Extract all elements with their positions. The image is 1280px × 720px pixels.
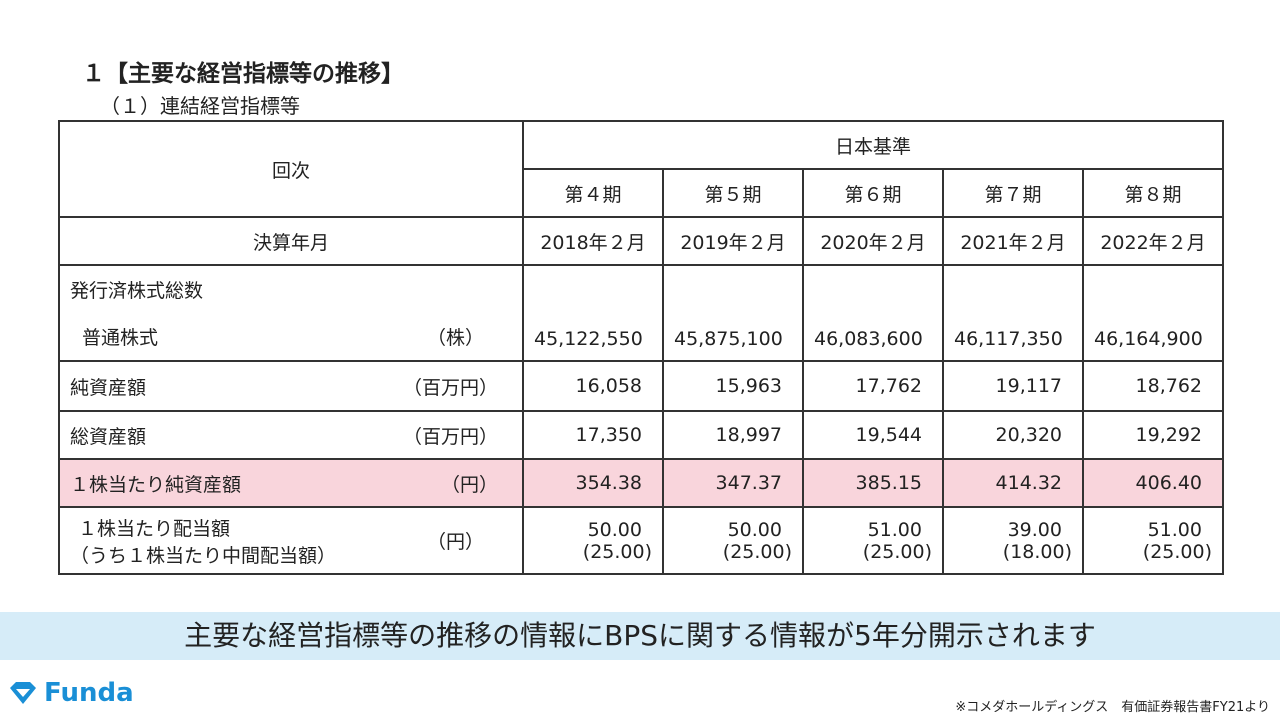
row-label: 決算年月 xyxy=(58,216,524,266)
value: 18,762 xyxy=(1082,360,1224,412)
value-cell: 39.00 (18.00) xyxy=(942,506,1084,575)
row-label-cell: 純資産額 （百万円） xyxy=(58,360,524,412)
logo-icon xyxy=(10,682,36,704)
caption: 主要な経営指標等の推移の情報にBPSに関する情報が5年分開示されます xyxy=(0,612,1280,660)
value-cell: 50.00 (25.00) xyxy=(522,506,664,575)
settlement-date: 2022年２月 xyxy=(1082,216,1224,266)
value: 46,117,350 xyxy=(942,264,1084,362)
value: 45,875,100 xyxy=(662,264,804,362)
sub-value: (18.00) xyxy=(1002,540,1072,563)
row-label-cell: １株当たり純資産額 （円） xyxy=(58,458,524,508)
period: 第５期 xyxy=(662,168,804,218)
settlement-date: 2021年２月 xyxy=(942,216,1084,266)
value: 19,117 xyxy=(942,360,1084,412)
row-label-cell: 発行済株式総数普通株式 （株） xyxy=(58,264,524,362)
row: １株当たり配当額 （うち１株当たり中間配当額） （円） 50.00 (25.00) 50.… xyxy=(58,506,1224,575)
period: 第８期 xyxy=(1082,168,1224,218)
value: 414.32 xyxy=(942,458,1084,508)
value: 17,350 xyxy=(522,410,664,460)
header-cell: 日本基準 xyxy=(522,120,1224,170)
value: 46,164,900 xyxy=(1082,264,1224,362)
value: 45,122,550 xyxy=(522,264,664,362)
row-sublabel-line: 普通株式 （株） xyxy=(70,323,512,350)
row-label-wrap: 総資産額 （百万円） xyxy=(70,422,512,449)
value: 19,292 xyxy=(1082,410,1224,460)
settlement-date: 2020年２月 xyxy=(802,216,944,266)
period: 第６期 xyxy=(802,168,944,218)
row-label-cell: 総資産額 （百万円） xyxy=(58,410,524,460)
row: １株当たり純資産額 （円） 354.38 347.37 385.15 414.32 406.… xyxy=(58,458,1224,508)
row-label-lines: １株当たり配当額 （うち１株当たり中間配当額） xyxy=(70,514,336,568)
row-sublabel: 普通株式 xyxy=(82,327,159,349)
value: 18,997 xyxy=(662,410,804,460)
row-sublabel: （うち１株当たり中間配当額） xyxy=(70,544,337,567)
value: 17,762 xyxy=(802,360,944,412)
row-label: 総資産額 xyxy=(70,425,147,448)
row: 発行済株式総数普通株式 （株） 45,122,550 45,875,100 46,083… xyxy=(58,264,1224,362)
unit: （百万円） xyxy=(402,376,498,399)
value-cell: 50.00 (25.00) xyxy=(662,506,804,575)
value: 19,544 xyxy=(802,410,944,460)
row-label-wrap: １株当たり純資産額 （円） xyxy=(70,470,512,497)
settlement-date: 2018年２月 xyxy=(522,216,664,266)
value: 46,083,600 xyxy=(802,264,944,362)
table: 回次 日本基準 第４期 第５期 第６期 第７期 第８期 決算年月 2018年２月 2019… xyxy=(58,120,1224,575)
sub-value: (25.00) xyxy=(582,540,652,563)
value-cell: 51.00 (25.00) xyxy=(1082,506,1224,575)
period: 第７期 xyxy=(942,168,1084,218)
unit: （株） xyxy=(426,327,484,349)
row-label: 純資産額 xyxy=(70,376,147,399)
row-label-cell: １株当たり配当額 （うち１株当たり中間配当額） （円） xyxy=(58,506,524,575)
row-label: １株当たり純資産額 xyxy=(70,473,242,496)
value: 50.00 xyxy=(587,518,642,541)
row-label-wrap: １株当たり配当額 （うち１株当たり中間配当額） （円） xyxy=(70,514,512,568)
heading: １【主要な経営指標等の推移】 xyxy=(82,61,404,87)
value: 347.37 xyxy=(662,458,804,508)
value: 406.40 xyxy=(1082,458,1224,508)
logo: Funda xyxy=(8,678,134,708)
value: 354.38 xyxy=(522,458,664,508)
unit: （円） xyxy=(440,473,498,496)
value: 16,058 xyxy=(522,360,664,412)
subheading: （１）連結経営指標等 xyxy=(100,94,300,118)
period: 第４期 xyxy=(522,168,664,218)
sub-value: (25.00) xyxy=(722,540,792,563)
row: 純資産額 （百万円） 16,058 15,963 17,762 19,117 18,762 xyxy=(58,360,1224,412)
value: 15,963 xyxy=(662,360,804,412)
value: 51.00 xyxy=(867,518,922,541)
footnote: ※コメダホールディングス 有価証券報告書FY21より xyxy=(955,700,1270,715)
row-label: １株当たり配当額 xyxy=(78,517,231,540)
row-label-wrap: 純資産額 （百万円） xyxy=(70,373,512,400)
value: 39.00 xyxy=(1007,518,1062,541)
settlement-date: 2019年２月 xyxy=(662,216,804,266)
sub-value: (25.00) xyxy=(1142,540,1212,563)
header-cell: 回次 xyxy=(58,120,524,218)
value: 385.15 xyxy=(802,458,944,508)
unit: （百万円） xyxy=(402,425,498,448)
value-cell: 51.00 (25.00) xyxy=(802,506,944,575)
sub-value: (25.00) xyxy=(862,540,932,563)
value: 51.00 xyxy=(1147,518,1202,541)
value: 20,320 xyxy=(942,410,1084,460)
row-label: 発行済株式総数 xyxy=(70,280,204,302)
logo-text: Funda xyxy=(44,678,134,708)
value: 50.00 xyxy=(727,518,782,541)
unit: （円） xyxy=(426,531,484,553)
row: 総資産額 （百万円） 17,350 18,997 19,544 20,320 19,292 xyxy=(58,410,1224,460)
